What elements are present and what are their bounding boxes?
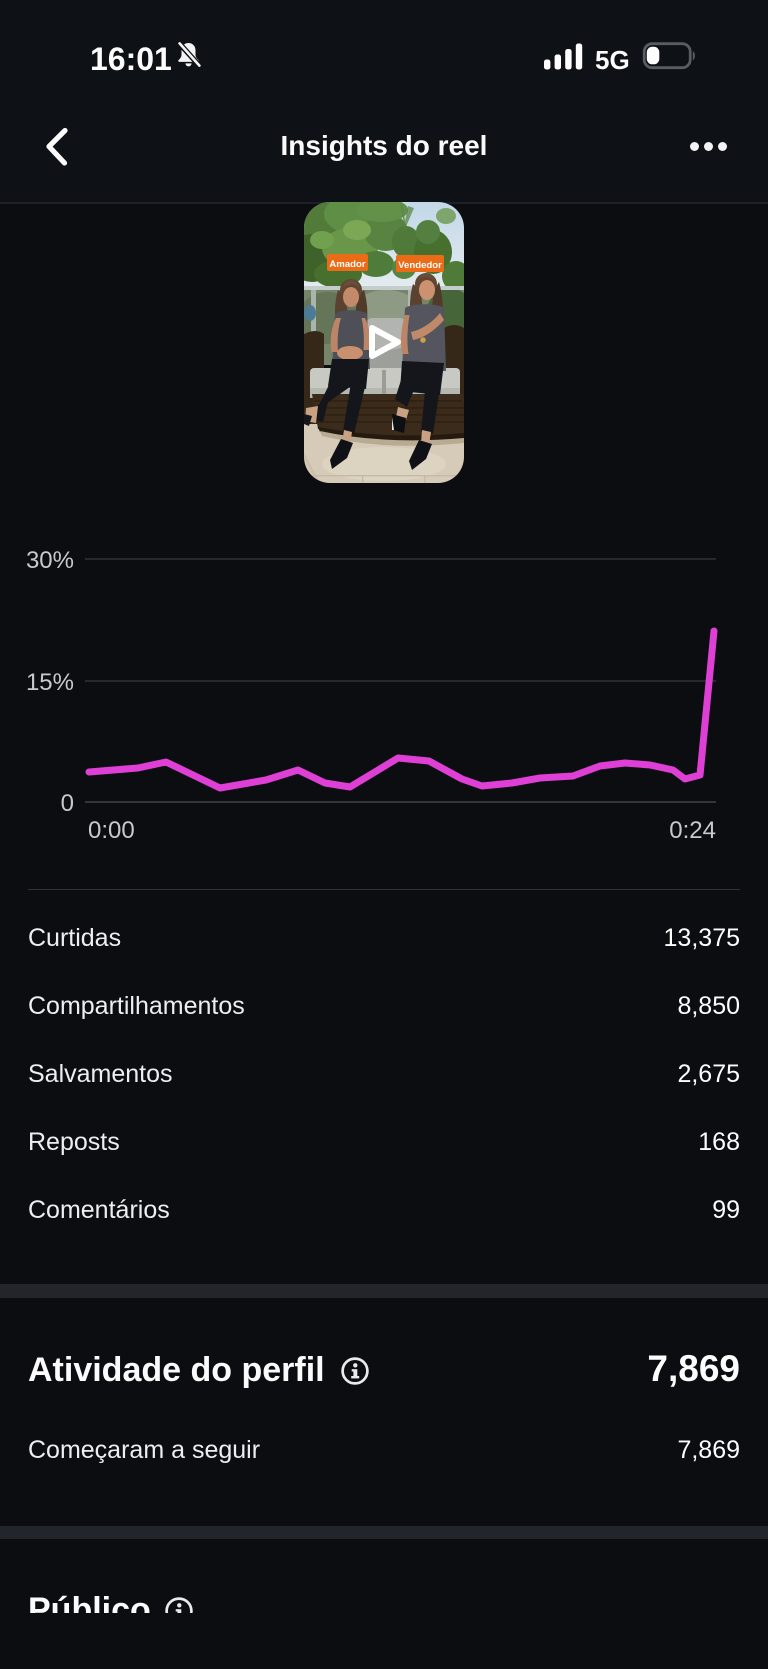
svg-text:Amador: Amador — [329, 259, 366, 270]
svg-text:0:00: 0:00 — [88, 817, 135, 844]
svg-text:0:24: 0:24 — [669, 817, 716, 844]
svg-text:Vendedor: Vendedor — [398, 260, 442, 271]
svg-text:15%: 15% — [26, 669, 74, 696]
svg-text:30%: 30% — [26, 547, 74, 574]
svg-text:0: 0 — [61, 790, 74, 817]
